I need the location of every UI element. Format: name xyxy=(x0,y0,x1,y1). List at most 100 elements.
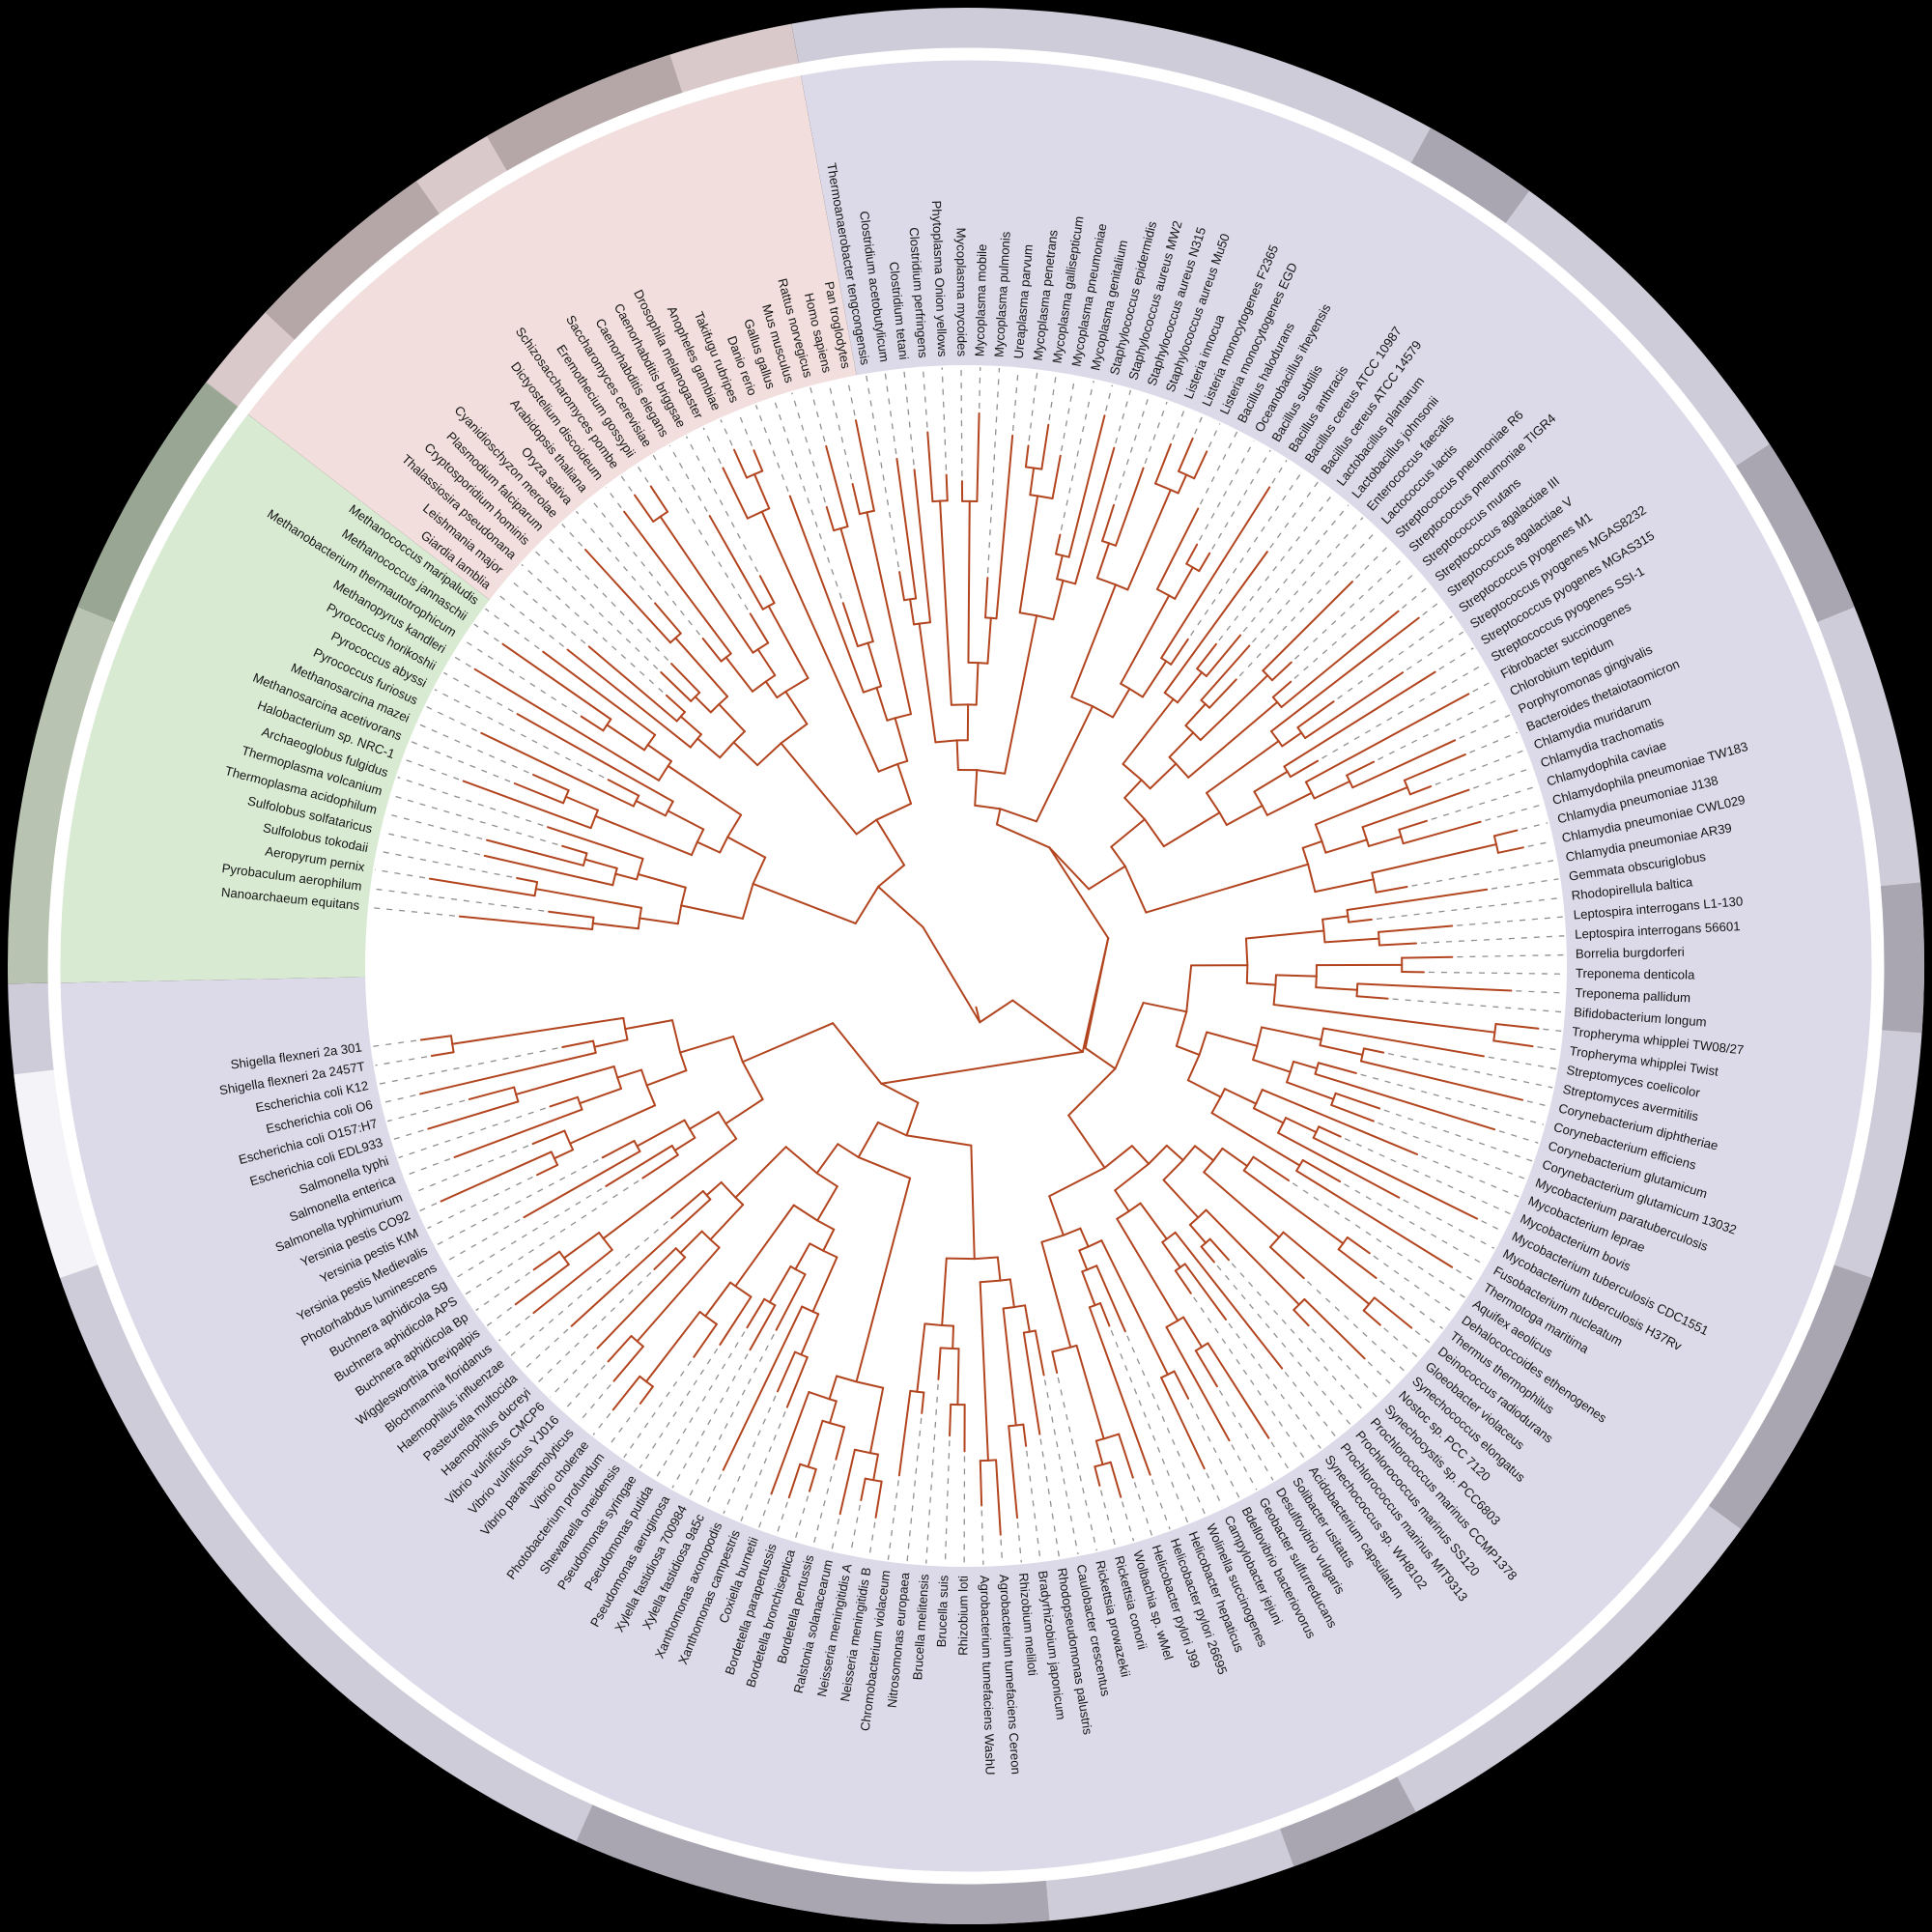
branch xyxy=(788,495,865,694)
branch xyxy=(564,789,570,798)
branch xyxy=(1165,1325,1231,1442)
tip-guide-line xyxy=(980,1510,984,1565)
branch xyxy=(872,1479,883,1483)
tip-guide-line xyxy=(1537,1046,1559,1051)
tip-guide-line xyxy=(1306,1280,1406,1374)
branch xyxy=(1356,982,1513,992)
branch xyxy=(1406,786,1411,796)
branch xyxy=(1201,671,1208,677)
branch xyxy=(480,731,635,808)
branch xyxy=(564,795,599,811)
branch xyxy=(1359,1060,1524,1101)
branch xyxy=(689,737,699,749)
branch xyxy=(975,1006,981,1024)
tip-guide-line xyxy=(1105,384,1114,412)
tip-guide-line xyxy=(1378,696,1502,760)
tip-guide-line xyxy=(391,794,558,846)
branch xyxy=(1346,774,1351,782)
branch xyxy=(593,1045,597,1054)
tip-guide-line xyxy=(1387,1052,1553,1089)
branch xyxy=(1330,1097,1335,1106)
branch xyxy=(646,744,672,763)
branch xyxy=(1314,878,1375,894)
branch xyxy=(776,1350,796,1393)
branch xyxy=(632,800,638,808)
branch xyxy=(896,762,913,805)
branch xyxy=(659,510,669,518)
branch xyxy=(679,1035,735,1054)
tip-guide-line xyxy=(1311,1328,1380,1401)
branch xyxy=(1008,1424,1017,1428)
branch xyxy=(1210,1095,1222,1115)
branch xyxy=(1223,1088,1258,1105)
branch xyxy=(1330,1103,1375,1122)
branch xyxy=(1332,1092,1337,1100)
branch xyxy=(1348,918,1373,923)
branch xyxy=(1008,1425,1019,1520)
taxon-label: Treponema pallidum xyxy=(1575,985,1690,1005)
branch xyxy=(550,1151,555,1160)
tip-guide-line xyxy=(922,368,928,428)
dendrogram-branches xyxy=(419,412,1540,1536)
branch xyxy=(1492,1031,1496,1042)
tip-guide-line xyxy=(397,776,544,827)
branch xyxy=(1346,1236,1371,1255)
tip-guide-line xyxy=(1459,714,1511,739)
tip-guide-line xyxy=(1383,1109,1533,1162)
tip-guide-line xyxy=(849,1504,861,1554)
branch xyxy=(1296,700,1335,729)
tip-guide-line xyxy=(1060,381,1094,530)
branch xyxy=(607,1335,633,1363)
branch xyxy=(939,499,952,706)
branch xyxy=(1033,467,1043,470)
branch xyxy=(1024,466,1036,469)
branch xyxy=(939,1347,954,1350)
branch xyxy=(675,715,682,723)
branch xyxy=(1115,467,1145,547)
branch xyxy=(561,1039,595,1049)
ring-segment xyxy=(1880,882,1924,1034)
branch xyxy=(1301,846,1310,866)
tip-guide-line xyxy=(392,1129,424,1141)
branch xyxy=(649,485,669,513)
branch xyxy=(1378,924,1454,933)
branch xyxy=(1398,828,1403,838)
branch xyxy=(880,1082,920,1104)
branch xyxy=(1274,974,1318,978)
branch xyxy=(1296,726,1303,734)
branch xyxy=(1067,1114,1106,1169)
ring-segment xyxy=(1410,128,1530,224)
branch xyxy=(776,690,787,699)
tip-guide-line xyxy=(1172,408,1186,440)
branch xyxy=(708,515,764,611)
branch xyxy=(1088,865,1126,891)
branch xyxy=(1120,594,1171,685)
branch xyxy=(767,605,810,679)
branch xyxy=(822,1249,838,1259)
branch xyxy=(674,632,682,639)
branch xyxy=(690,840,698,857)
branch xyxy=(763,1297,771,1304)
branch xyxy=(1084,1047,1117,1070)
tip-guide-line xyxy=(372,888,545,912)
branch xyxy=(1123,865,1148,914)
branch xyxy=(995,434,1014,620)
branch xyxy=(1315,1125,1321,1134)
branch xyxy=(1070,583,1117,698)
tip-guide-line xyxy=(720,419,733,446)
ring-segment xyxy=(265,181,440,341)
branch xyxy=(680,904,744,920)
branch xyxy=(1022,1330,1031,1334)
tip-guide-line xyxy=(1376,896,1562,920)
white-gap-ring xyxy=(47,47,1885,1885)
tip-guide-line xyxy=(1216,1264,1351,1426)
taxon-label: Rhizobium loti xyxy=(955,1576,970,1656)
tip-guide-line xyxy=(382,831,480,856)
branch xyxy=(741,882,754,920)
branch xyxy=(596,1256,687,1350)
taxon-label: Mycoplasma mobile xyxy=(972,243,989,356)
branch xyxy=(922,925,981,1024)
tip-guide-line xyxy=(1099,1490,1117,1547)
branch xyxy=(636,1246,721,1343)
branch xyxy=(679,1230,703,1254)
